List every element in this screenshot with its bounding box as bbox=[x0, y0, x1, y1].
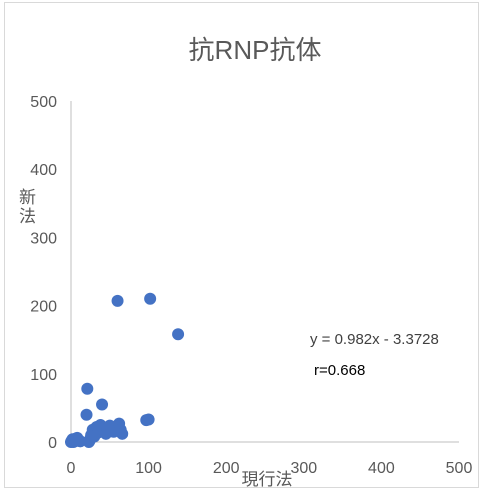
x-tick-label: 400 bbox=[368, 460, 395, 477]
data-point bbox=[74, 435, 87, 448]
y-axis-label: 新法 bbox=[19, 188, 36, 226]
x-tick-label: 500 bbox=[446, 460, 473, 477]
data-point bbox=[80, 408, 93, 421]
y-tick-label: 500 bbox=[30, 94, 57, 111]
x-tick-label: 0 bbox=[67, 460, 76, 477]
x-tick-label: 100 bbox=[135, 460, 162, 477]
data-point bbox=[144, 292, 157, 305]
y-axis-label-char: 新 bbox=[19, 188, 36, 207]
x-axis-label: 現行法 bbox=[242, 470, 293, 489]
trendline-equation: y = 0.982x - 3.3728 bbox=[310, 331, 439, 348]
chart-title: 抗RNP抗体 bbox=[189, 35, 322, 65]
y-tick-label: 100 bbox=[30, 367, 57, 384]
y-tick-label: 300 bbox=[30, 230, 57, 247]
data-point bbox=[116, 427, 129, 440]
x-axis-ticks: 0 100 200 300 400 500 bbox=[67, 460, 473, 477]
y-tick-label: 200 bbox=[30, 299, 57, 316]
data-point bbox=[96, 398, 109, 411]
x-tick-label: 300 bbox=[290, 460, 317, 477]
data-points bbox=[65, 292, 185, 448]
y-tick-label: 400 bbox=[30, 162, 57, 179]
y-axis-ticks: 0 100 200 300 400 500 bbox=[30, 94, 57, 452]
x-tick-label: 200 bbox=[213, 460, 240, 477]
y-tick-label: 0 bbox=[48, 435, 57, 452]
chart-area: 抗RNP抗体 0 100 200 300 400 500 0 100 200 300 400 500… bbox=[4, 2, 479, 489]
data-point bbox=[142, 413, 155, 426]
scatter-chart: 抗RNP抗体 0 100 200 300 400 500 0 100 200 300 400 500… bbox=[19, 35, 473, 489]
data-point bbox=[111, 294, 124, 307]
correlation-label: r=0.668 bbox=[314, 362, 365, 379]
y-axis-label-char: 法 bbox=[19, 207, 36, 226]
data-point bbox=[81, 382, 94, 395]
data-point bbox=[172, 328, 185, 341]
